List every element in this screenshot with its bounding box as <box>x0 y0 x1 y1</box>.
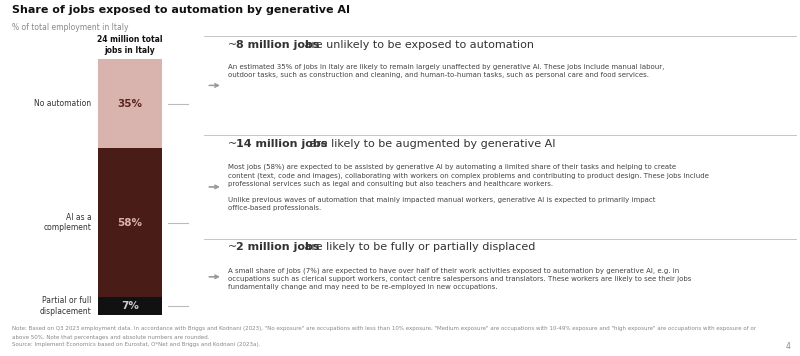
Text: An estimated 35% of jobs in Italy are likely to remain largely unaffected by gen: An estimated 35% of jobs in Italy are li… <box>228 64 664 78</box>
Text: ~: ~ <box>228 139 241 149</box>
Text: Note: Based on Q3 2023 employment data. In accordance with Briggs and Kodnani (2: Note: Based on Q3 2023 employment data. … <box>12 326 756 331</box>
Text: are unlikely to be exposed to automation: are unlikely to be exposed to automation <box>301 40 534 49</box>
Text: 58%: 58% <box>118 218 142 228</box>
Text: are likely to be augmented by generative AI: are likely to be augmented by generative… <box>306 139 555 149</box>
Text: No automation: No automation <box>34 99 92 108</box>
Text: 7%: 7% <box>121 301 139 311</box>
Text: Source: Implement Economics based on Eurostat, O*Net and Briggs and Kodnani (202: Source: Implement Economics based on Eur… <box>12 342 260 347</box>
Text: Share of jobs exposed to automation by generative AI: Share of jobs exposed to automation by g… <box>12 5 350 15</box>
Text: AI as a
complement: AI as a complement <box>44 213 92 232</box>
Text: 2 million jobs: 2 million jobs <box>236 242 319 252</box>
Text: 14 million jobs: 14 million jobs <box>236 139 327 149</box>
Text: above 50%. Note that percentages and absolute numbers are rounded.: above 50%. Note that percentages and abs… <box>12 335 210 340</box>
Text: 4: 4 <box>786 342 790 351</box>
Text: ~: ~ <box>228 40 241 49</box>
Text: % of total employment in Italy: % of total employment in Italy <box>12 23 129 32</box>
Text: 8 million jobs: 8 million jobs <box>236 40 319 49</box>
Text: ~: ~ <box>228 242 241 252</box>
Bar <box>98 148 162 297</box>
Text: Most jobs (58%) are expected to be assisted by generative AI by automating a lim: Most jobs (58%) are expected to be assis… <box>228 164 709 211</box>
Text: A small share of jobs (7%) are expected to have over half of their work activiti: A small share of jobs (7%) are expected … <box>228 267 691 289</box>
Text: 24 million total
jobs in Italy: 24 million total jobs in Italy <box>98 35 162 55</box>
Text: are likely to be fully or partially displaced: are likely to be fully or partially disp… <box>301 242 535 252</box>
Bar <box>98 59 162 148</box>
Text: Partial or full
displacement: Partial or full displacement <box>40 297 92 316</box>
Bar <box>98 297 162 315</box>
Text: 35%: 35% <box>118 99 142 109</box>
